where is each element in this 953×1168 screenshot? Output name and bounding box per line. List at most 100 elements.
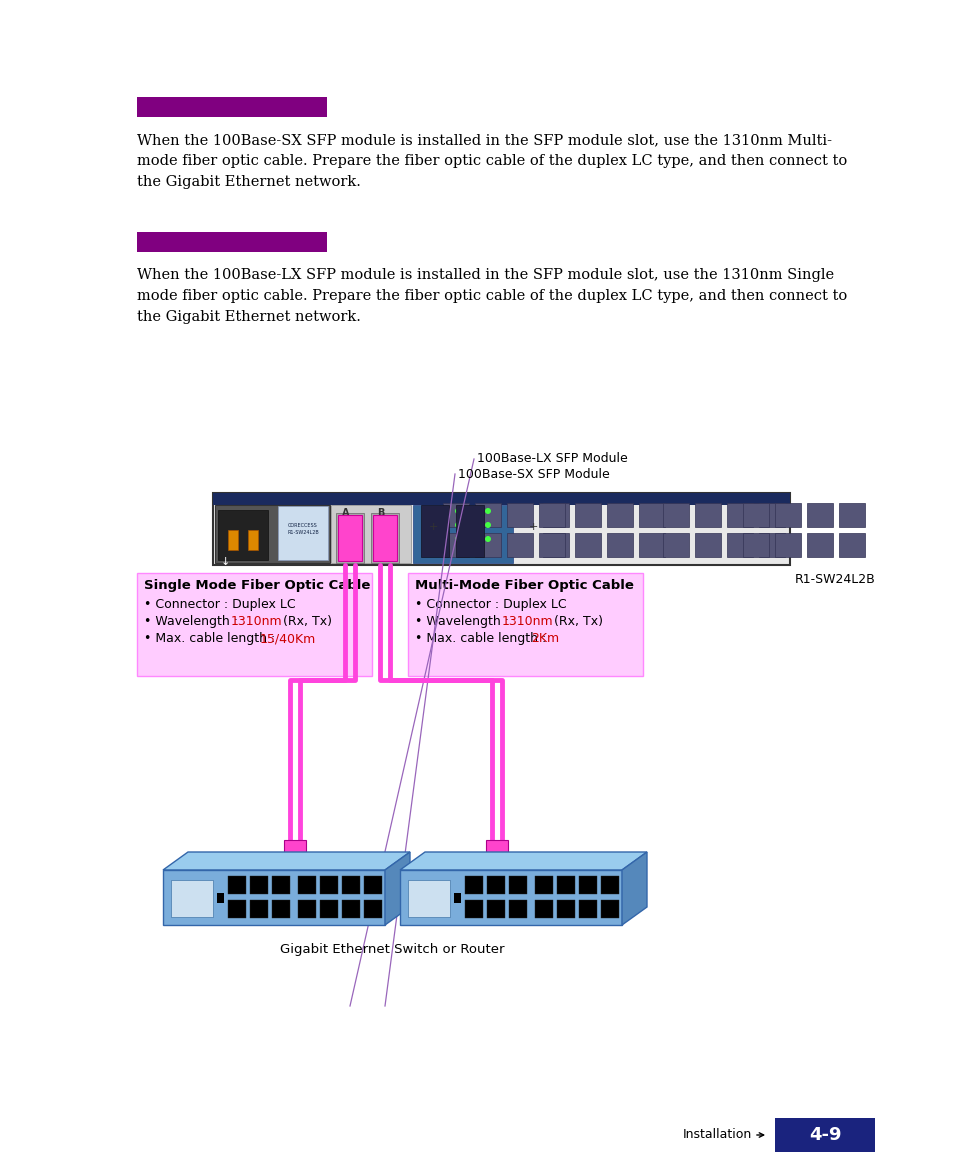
Text: ↓: ↓: [221, 557, 230, 566]
Text: the Gigabit Ethernet network.: the Gigabit Ethernet network.: [137, 175, 360, 189]
Bar: [806, 503, 832, 527]
Bar: [364, 901, 381, 918]
Bar: [742, 503, 768, 527]
Bar: [759, 533, 784, 557]
Bar: [695, 533, 720, 557]
Bar: [331, 505, 411, 563]
Bar: [600, 901, 618, 918]
Bar: [557, 876, 575, 894]
Bar: [464, 901, 482, 918]
Bar: [726, 503, 752, 527]
Text: the Gigabit Ethernet network.: the Gigabit Ethernet network.: [137, 310, 360, 324]
Circle shape: [464, 536, 471, 542]
Bar: [286, 853, 304, 856]
Bar: [213, 493, 789, 565]
Bar: [250, 876, 268, 894]
Bar: [774, 533, 801, 557]
Bar: [408, 880, 450, 917]
Bar: [695, 503, 720, 527]
Circle shape: [475, 508, 480, 514]
Text: • Max. cable length :: • Max. cable length :: [415, 632, 550, 645]
Bar: [662, 503, 688, 527]
Bar: [228, 901, 246, 918]
Bar: [341, 901, 359, 918]
Text: CORECCESS
R1-SW24L2B: CORECCESS R1-SW24L2B: [287, 523, 318, 535]
Bar: [216, 894, 224, 903]
Bar: [639, 533, 664, 557]
Bar: [639, 503, 664, 527]
Text: B: B: [377, 508, 384, 517]
Bar: [475, 503, 500, 527]
Circle shape: [484, 508, 491, 514]
Text: 1310nm: 1310nm: [501, 616, 553, 628]
Circle shape: [484, 536, 491, 542]
Text: • Connector : Duplex LC: • Connector : Duplex LC: [415, 598, 566, 611]
Bar: [373, 515, 396, 561]
Bar: [319, 901, 337, 918]
Bar: [485, 851, 507, 868]
Bar: [600, 876, 618, 894]
Bar: [774, 1118, 874, 1152]
Bar: [284, 840, 306, 854]
Bar: [408, 573, 642, 676]
Bar: [575, 503, 600, 527]
Bar: [542, 533, 568, 557]
Circle shape: [475, 536, 480, 542]
Bar: [662, 533, 688, 557]
Text: +: +: [428, 522, 437, 531]
Polygon shape: [385, 851, 410, 925]
Text: Multi-Mode Fiber Optic Cable: Multi-Mode Fiber Optic Cable: [415, 579, 633, 592]
Text: 2Km: 2Km: [531, 632, 558, 645]
Bar: [250, 901, 268, 918]
Text: R1-SW24L2B: R1-SW24L2B: [794, 573, 875, 586]
Circle shape: [464, 522, 471, 528]
Text: (Rx, Tx): (Rx, Tx): [278, 616, 332, 628]
Text: 100Base-SX SFP Module: 100Base-SX SFP Module: [457, 467, 609, 480]
Bar: [248, 530, 257, 550]
Bar: [364, 876, 381, 894]
Bar: [337, 515, 361, 561]
Circle shape: [455, 536, 460, 542]
Bar: [442, 503, 469, 527]
Text: Gigabit Ethernet Switch or Router: Gigabit Ethernet Switch or Router: [280, 943, 504, 955]
Bar: [538, 503, 564, 527]
Bar: [228, 876, 246, 894]
Bar: [341, 876, 359, 894]
Bar: [538, 533, 564, 557]
Text: • Wavelength :: • Wavelength :: [144, 616, 242, 628]
Bar: [286, 867, 304, 870]
Text: +: +: [528, 522, 537, 531]
Bar: [137, 97, 327, 117]
Text: 1310nm: 1310nm: [231, 616, 282, 628]
Text: mode fiber optic cable. Prepare the fiber optic cable of the duplex LC type, and: mode fiber optic cable. Prepare the fibe…: [137, 154, 846, 168]
Bar: [464, 876, 482, 894]
Bar: [454, 894, 460, 903]
Bar: [371, 513, 398, 563]
Bar: [163, 870, 385, 925]
Text: • Wavelength :: • Wavelength :: [415, 616, 513, 628]
Bar: [485, 840, 507, 854]
Bar: [272, 901, 290, 918]
Bar: [297, 901, 315, 918]
Bar: [228, 530, 237, 550]
Text: mode fiber optic cable. Prepare the fiber optic cable of the duplex LC type, and: mode fiber optic cable. Prepare the fibe…: [137, 288, 846, 303]
Bar: [774, 503, 801, 527]
Bar: [319, 876, 337, 894]
Bar: [277, 506, 328, 559]
Bar: [413, 505, 513, 563]
Bar: [475, 533, 500, 557]
Bar: [297, 876, 315, 894]
Text: • Max. cable length :: • Max. cable length :: [144, 632, 279, 645]
Bar: [838, 503, 864, 527]
Bar: [535, 901, 553, 918]
Text: 4-9: 4-9: [808, 1126, 841, 1143]
Circle shape: [475, 522, 480, 528]
Bar: [606, 533, 633, 557]
Text: (Rx, Tx): (Rx, Tx): [550, 616, 602, 628]
Bar: [486, 876, 504, 894]
Bar: [456, 505, 483, 557]
Bar: [137, 232, 327, 252]
Circle shape: [484, 522, 491, 528]
Bar: [213, 493, 789, 505]
Text: Installation: Installation: [682, 1128, 751, 1141]
